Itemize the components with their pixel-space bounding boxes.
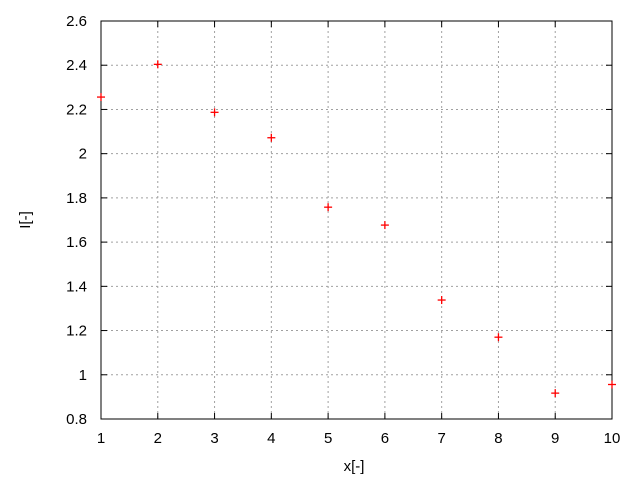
data-point bbox=[494, 333, 503, 342]
y-tick-label: 1 bbox=[79, 367, 87, 384]
data-point bbox=[437, 296, 446, 305]
y-tick-label: 2.4 bbox=[66, 57, 87, 74]
y-tick-label: 1.2 bbox=[66, 323, 87, 340]
x-tick-label: 8 bbox=[494, 430, 502, 447]
y-tick-label: 2 bbox=[79, 146, 87, 163]
data-point bbox=[380, 221, 389, 230]
x-tick-label: 2 bbox=[154, 430, 162, 447]
y-tick-label: 2.2 bbox=[66, 101, 87, 118]
x-tick-label: 4 bbox=[267, 430, 275, 447]
x-tick-label: 1 bbox=[97, 430, 105, 447]
y-axis-label: I[-] bbox=[17, 211, 34, 229]
x-tick-label: 3 bbox=[210, 430, 218, 447]
data-point bbox=[324, 203, 333, 212]
y-tick-label: 2.6 bbox=[66, 13, 87, 30]
data-point bbox=[97, 93, 105, 102]
data-points bbox=[97, 60, 616, 398]
x-axis-label: x[-] bbox=[344, 458, 365, 475]
y-tick-label: 1.4 bbox=[66, 278, 87, 295]
data-point bbox=[608, 380, 616, 389]
data-point bbox=[210, 108, 219, 117]
data-point bbox=[267, 133, 276, 142]
ticks: 1 2 3 4 5 6 7 8 9 10 0.8 1 1.2 1.4 1.6 1.8 2 2.2 2.4 2.6 bbox=[66, 13, 620, 447]
plot-border bbox=[100, 20, 613, 420]
y-tick-label: 1.8 bbox=[66, 190, 87, 207]
x-tick-label: 7 bbox=[437, 430, 445, 447]
data-point bbox=[153, 60, 162, 69]
y-tick-label: 0.8 bbox=[66, 411, 87, 428]
y-tick-label: 1.6 bbox=[66, 234, 87, 251]
data-point bbox=[551, 389, 560, 398]
x-tick-label: 10 bbox=[604, 430, 621, 447]
grid bbox=[101, 21, 612, 419]
x-tick-label: 5 bbox=[324, 430, 332, 447]
x-tick-label: 9 bbox=[551, 430, 559, 447]
x-tick-label: 6 bbox=[381, 430, 389, 447]
